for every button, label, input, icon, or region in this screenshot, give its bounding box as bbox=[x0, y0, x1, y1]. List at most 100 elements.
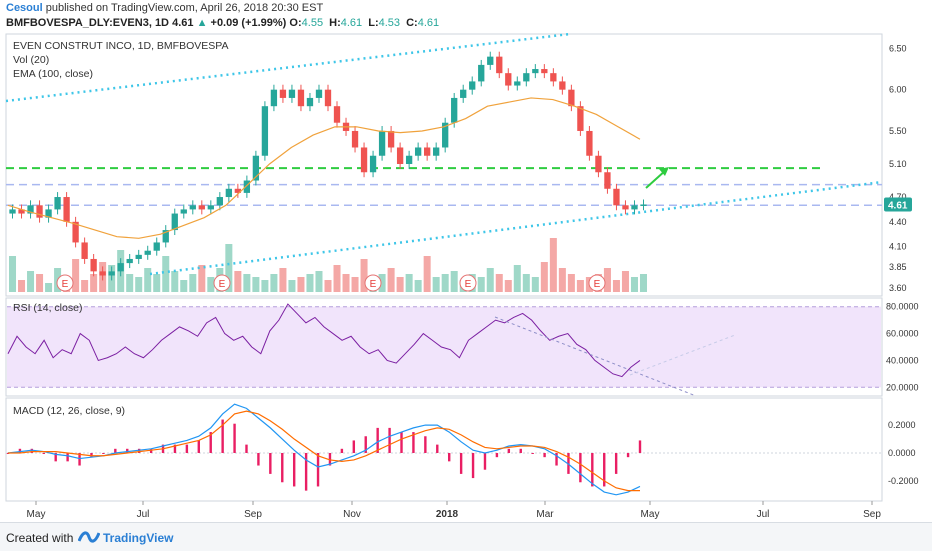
volume-bar bbox=[495, 274, 503, 292]
macd-axis-tick: 0.2000 bbox=[888, 420, 916, 430]
rsi-axis-tick: 20.0000 bbox=[886, 382, 919, 392]
candle-body bbox=[306, 97, 314, 107]
candle-body bbox=[405, 155, 413, 164]
volume-bar bbox=[297, 277, 305, 292]
volume-bar bbox=[531, 277, 539, 292]
price-axis-tick: 5.50 bbox=[889, 126, 907, 136]
macd-histogram-bar bbox=[257, 452, 260, 466]
macd-histogram-bar bbox=[30, 448, 34, 453]
price-axis-tick: 6.50 bbox=[889, 43, 907, 53]
publish-info: published on TradingView.com, April 26, … bbox=[45, 2, 324, 14]
earnings-marker bbox=[588, 274, 606, 292]
created-with-label: Created with bbox=[6, 531, 74, 545]
signal-line bbox=[8, 410, 640, 492]
earnings-marker-label: E bbox=[594, 279, 601, 290]
candle-body bbox=[550, 73, 557, 82]
volume-bar bbox=[360, 259, 368, 292]
macd-histogram-bar bbox=[233, 423, 236, 453]
volume-bar bbox=[234, 271, 242, 292]
volume-bar bbox=[9, 256, 17, 292]
price-pane[interactable] bbox=[5, 33, 883, 297]
high-label: H: bbox=[329, 17, 341, 29]
x-axis-tick: Sep bbox=[244, 509, 262, 520]
candle-body bbox=[297, 89, 305, 107]
x-axis-tick: 2018 bbox=[436, 509, 459, 520]
macd-layer bbox=[6, 403, 881, 496]
macd-pane[interactable] bbox=[5, 397, 883, 502]
macd-histogram-bar bbox=[638, 440, 642, 453]
macd-histogram-bar bbox=[483, 452, 487, 470]
macd-histogram-bar bbox=[352, 440, 356, 453]
candle-body bbox=[189, 205, 196, 210]
volume-bar bbox=[621, 271, 629, 292]
macd-histogram-bar bbox=[78, 452, 81, 466]
candle-body bbox=[198, 205, 205, 210]
author-link[interactable]: Cesoul bbox=[6, 2, 43, 14]
volume-bar bbox=[576, 280, 584, 292]
open-label: O: bbox=[289, 17, 302, 29]
last-price-tag bbox=[884, 197, 912, 212]
last-price-tag-label: 4.61 bbox=[888, 200, 908, 211]
macd-histogram-bar bbox=[400, 432, 403, 453]
candle-body bbox=[54, 197, 61, 210]
volume-bar bbox=[162, 256, 170, 292]
volume-bar bbox=[180, 280, 188, 292]
volume-bar bbox=[270, 274, 278, 292]
low-value: 4.53 bbox=[378, 17, 401, 29]
macd-histogram-bar bbox=[126, 448, 129, 453]
rsi-axis-tick: 60.0000 bbox=[886, 329, 919, 339]
macd-histogram-bar bbox=[42, 452, 45, 454]
tradingview-brand-link[interactable]: TradingView bbox=[103, 531, 174, 545]
close-label: C: bbox=[406, 17, 418, 29]
candle-body bbox=[631, 205, 638, 210]
volume-bar bbox=[387, 268, 395, 292]
volume-bar bbox=[414, 280, 422, 292]
candle-body bbox=[333, 106, 341, 123]
macd-histogram-bar bbox=[626, 452, 630, 458]
macd-histogram-bar bbox=[245, 444, 248, 453]
price-axis-tick: 4.70 bbox=[889, 192, 907, 202]
candle-body bbox=[577, 106, 584, 131]
candle-body bbox=[117, 263, 124, 272]
volume-bar bbox=[549, 238, 557, 292]
candle-body bbox=[424, 147, 431, 156]
volume-bar bbox=[27, 271, 35, 292]
candle-body bbox=[541, 69, 548, 74]
macd-histogram-bar bbox=[209, 432, 212, 453]
earnings-marker bbox=[56, 274, 74, 292]
volume-bar bbox=[603, 268, 611, 292]
volume-bar bbox=[72, 259, 80, 292]
candle-body bbox=[451, 97, 458, 123]
volume-bar bbox=[351, 277, 359, 292]
rsi-band bbox=[7, 306, 881, 388]
macd-histogram-bar bbox=[436, 444, 439, 453]
macd-histogram-bar bbox=[102, 452, 105, 454]
macd-histogram-bar bbox=[614, 452, 618, 474]
candle-body bbox=[315, 89, 323, 98]
candle-body bbox=[396, 147, 404, 164]
candle-body bbox=[63, 197, 70, 222]
macd-histogram-bar bbox=[448, 452, 451, 462]
symbol-name[interactable]: BMFBOVESPA_DLY:EVEN3, 1D bbox=[6, 17, 170, 29]
volume-bar bbox=[333, 265, 341, 292]
macd-histogram-bar bbox=[269, 452, 272, 474]
macd-histogram-bar bbox=[603, 452, 606, 487]
macd-histogram-bar bbox=[531, 452, 534, 454]
volume-bar bbox=[486, 268, 494, 292]
chart-header: Cesoul published on TradingView.com, Apr… bbox=[0, 0, 932, 34]
earnings-marker bbox=[213, 274, 231, 292]
macd-histogram-bar bbox=[281, 452, 284, 483]
volume-bar bbox=[81, 280, 89, 292]
candle-body bbox=[460, 89, 467, 98]
candle-body bbox=[604, 172, 611, 189]
earnings-marker bbox=[459, 274, 477, 292]
chart-canvas[interactable]: E E E E E 6.50 6.00 5.50 5.10 4.70 4.40 4.10 3.85 3.… bbox=[0, 0, 932, 522]
volume-bar bbox=[207, 277, 215, 292]
macd-histogram-bar bbox=[18, 448, 22, 453]
macd-histogram-bar bbox=[376, 427, 379, 453]
macd-histogram-bar bbox=[388, 427, 391, 453]
publish-line: Cesoul published on TradingView.com, Apr… bbox=[6, 2, 323, 14]
macd-histogram-bar bbox=[66, 452, 69, 462]
candle-body bbox=[613, 188, 620, 206]
